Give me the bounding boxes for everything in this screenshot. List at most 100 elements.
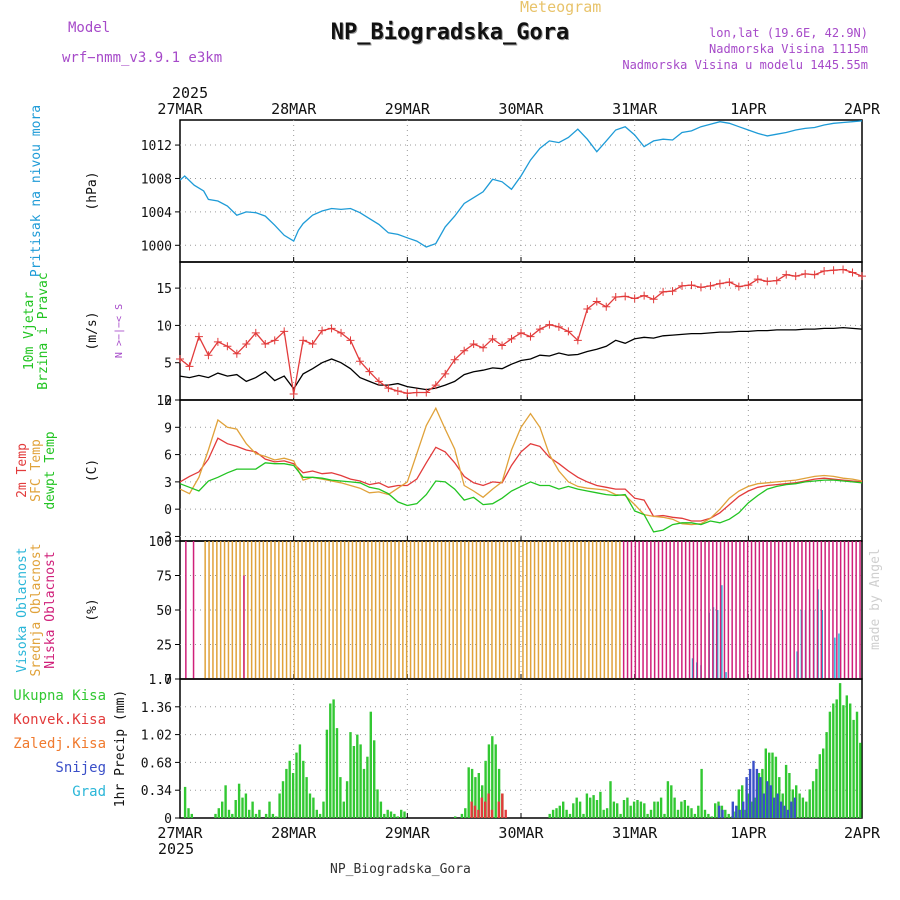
bar-precip <box>352 746 356 818</box>
bar-clouds <box>727 541 730 679</box>
bar-clouds <box>673 541 675 679</box>
gust-marker <box>346 336 355 345</box>
bar-precip <box>322 801 325 818</box>
bar-precip <box>686 805 690 818</box>
gust-marker <box>232 349 241 358</box>
bar-clouds <box>227 541 230 679</box>
gust-marker <box>640 291 649 300</box>
y-tick-label-wind: 0 <box>164 394 172 409</box>
bar-precip <box>237 783 241 818</box>
gust-marker <box>715 279 724 288</box>
gust-marker <box>829 266 838 275</box>
location-lonlat: lon,lat (19.6E, 42.9N) <box>709 26 868 40</box>
bar-clouds <box>619 541 621 679</box>
bar-clouds <box>219 541 222 679</box>
bar-clouds <box>398 541 400 679</box>
x-tick-label-top: 1APR <box>730 100 767 118</box>
bar-precip <box>558 805 561 818</box>
series-line-temperature <box>179 406 863 526</box>
bar-precip <box>663 813 666 818</box>
bar-clouds <box>185 541 187 679</box>
x-tick-label-top: 28MAR <box>271 100 317 118</box>
bar-clouds <box>522 541 524 679</box>
bar-clouds <box>235 541 237 679</box>
bar-precip <box>781 793 784 818</box>
gust-marker <box>630 294 639 303</box>
bar-precip <box>773 797 776 818</box>
bar-precip <box>776 793 779 818</box>
bar-precip <box>467 767 470 818</box>
bar-precip <box>403 811 406 818</box>
bar-clouds <box>289 541 292 679</box>
bar-clouds <box>456 541 458 679</box>
y-tick-label-temperature: -3 <box>156 530 172 545</box>
bar-clouds <box>533 541 536 679</box>
bar-clouds <box>704 541 706 679</box>
bar-clouds <box>293 541 296 679</box>
y-unit-label-wind: (m/s) <box>85 311 100 350</box>
bar-clouds <box>250 541 253 679</box>
bar-precip <box>643 803 646 818</box>
gust-marker <box>365 367 374 376</box>
bar-clouds <box>359 541 361 679</box>
bar-clouds <box>638 541 640 679</box>
bar-precip <box>762 793 765 818</box>
gust-marker <box>412 388 421 397</box>
bar-clouds <box>642 541 644 679</box>
bar-precip <box>497 801 500 818</box>
bar-clouds <box>316 541 319 679</box>
bar-precip <box>793 797 796 818</box>
bar-precip <box>366 756 369 818</box>
bar-precip <box>335 728 339 818</box>
bar-precip <box>811 781 815 818</box>
bar-precip <box>808 789 811 818</box>
bar-precip <box>774 756 778 818</box>
bar-precip <box>690 808 693 818</box>
bar-precip <box>484 801 487 818</box>
bar-clouds <box>715 541 718 679</box>
x-tick-label-bottom: 2APR <box>844 824 881 842</box>
bar-precip <box>221 801 224 818</box>
bar-clouds <box>529 541 532 679</box>
gust-marker <box>858 272 866 281</box>
y-unit-label-temperature: (C) <box>85 459 100 482</box>
gust-marker <box>403 389 412 398</box>
bar-precip <box>491 736 494 818</box>
bar-clouds <box>332 541 334 679</box>
bar-clouds <box>421 541 423 679</box>
bar-clouds <box>859 541 861 679</box>
bar-clouds <box>460 541 462 679</box>
gust-marker <box>431 381 440 390</box>
bar-precip <box>312 797 315 818</box>
bar-precip <box>278 793 281 818</box>
bar-clouds <box>274 541 276 679</box>
bar-clouds <box>716 610 719 679</box>
bar-clouds <box>270 541 272 679</box>
bar-clouds <box>390 541 392 679</box>
y-axis-label-clouds: Niska Oblacnost <box>43 551 58 668</box>
series-line-pressure <box>179 120 863 248</box>
bar-clouds <box>371 541 373 679</box>
gust-marker <box>327 324 336 333</box>
bar-precip <box>769 785 772 818</box>
bar-clouds <box>584 541 586 679</box>
bar-clouds <box>510 541 513 679</box>
precip-legend-entry: Snijeg <box>55 760 106 776</box>
bar-precip <box>612 801 616 818</box>
gust-marker <box>791 272 800 281</box>
bar-clouds <box>725 672 727 679</box>
bar-precip <box>575 797 578 818</box>
bar-clouds <box>774 541 776 679</box>
bar-precip <box>376 789 379 818</box>
bar-clouds <box>789 541 792 679</box>
bar-precip <box>791 789 794 818</box>
bar-precip <box>396 816 399 818</box>
bar-precip <box>480 797 483 818</box>
bar-precip <box>825 732 828 818</box>
bar-precip <box>622 800 626 818</box>
bar-clouds <box>855 541 857 679</box>
bar-clouds <box>572 541 575 679</box>
bar-clouds <box>475 541 478 679</box>
series-line-temperature <box>179 437 863 522</box>
